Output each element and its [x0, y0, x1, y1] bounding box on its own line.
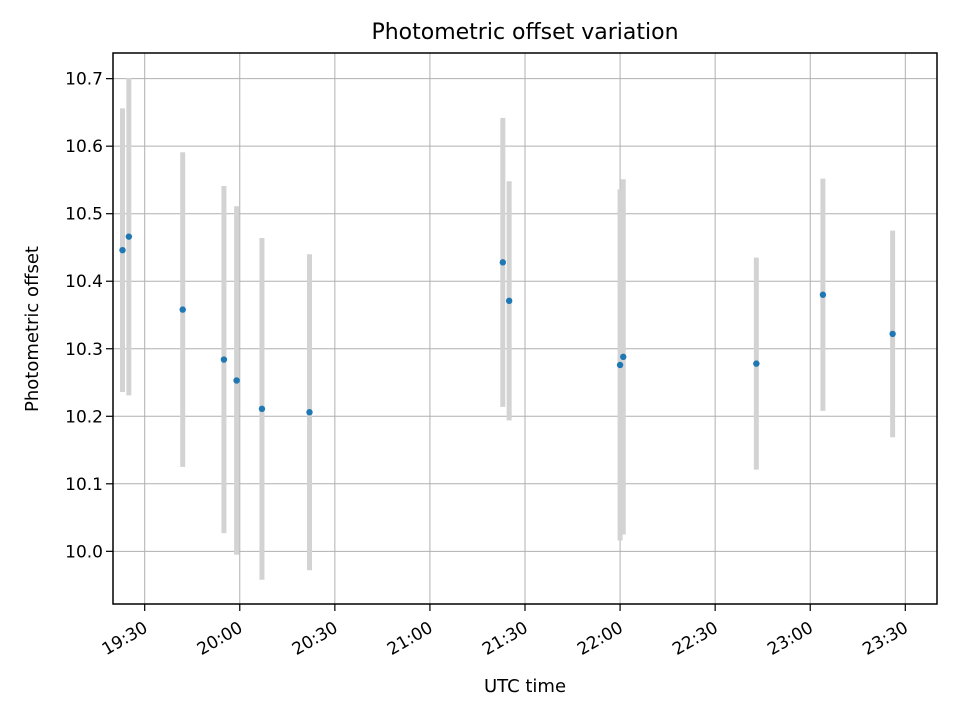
data-point	[125, 233, 133, 240]
y-tick-label: 10.2	[65, 407, 103, 427]
data-points	[119, 233, 896, 416]
y-tick-label: 10.4	[65, 272, 103, 292]
y-tick-label: 10.3	[65, 340, 103, 360]
data-point	[753, 360, 760, 367]
data-point	[220, 356, 228, 363]
data-point	[499, 259, 507, 266]
data-point	[889, 330, 896, 338]
y-tick-label: 10.0	[65, 542, 103, 562]
data-point	[819, 291, 827, 298]
x-axis-label: UTC time	[484, 676, 566, 697]
chart-title: Photometric offset variation	[371, 20, 678, 45]
y-tick-label: 10.6	[65, 137, 103, 157]
data-point	[258, 405, 266, 413]
data-point	[306, 409, 313, 416]
data-point	[620, 353, 627, 361]
data-point	[119, 246, 126, 254]
y-tick-label: 10.7	[65, 70, 103, 90]
data-point	[233, 377, 240, 384]
y-tick-label: 10.5	[65, 205, 103, 225]
data-point	[505, 297, 513, 305]
y-tick-label: 10.1	[65, 475, 103, 495]
y-axis: 10.0 10.1 10.2 10.3 10.4 10.5 10.6 10.7	[65, 70, 113, 562]
data-point	[179, 306, 186, 313]
data-point	[616, 361, 624, 369]
y-axis-label: Photometric offset	[22, 246, 43, 412]
